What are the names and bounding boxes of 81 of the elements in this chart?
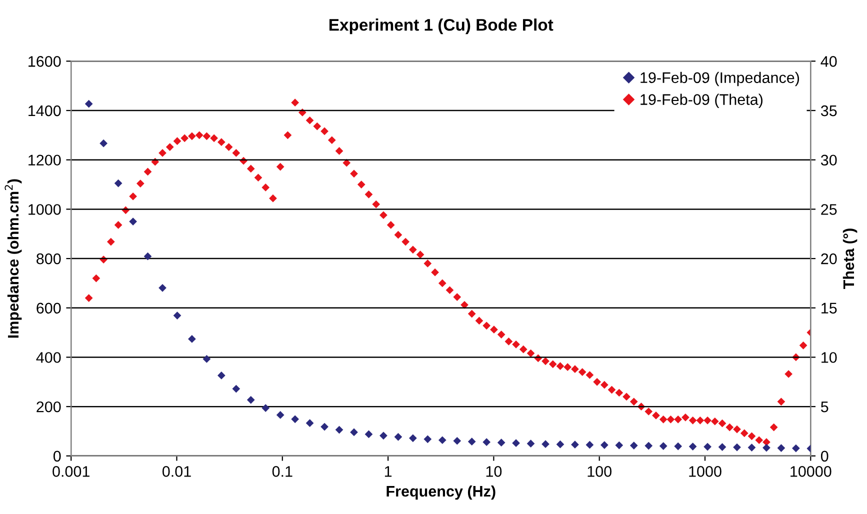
legend-label: 19-Feb-09 (Theta) (640, 94, 762, 108)
point (158, 284, 166, 292)
y-tick-label: 1600 (28, 56, 61, 67)
point (380, 432, 388, 440)
point (350, 428, 358, 436)
y2-tick-label: 20 (821, 253, 837, 264)
y-tick-label: 800 (36, 253, 61, 264)
point (453, 436, 462, 445)
point (526, 440, 535, 448)
point (733, 443, 741, 452)
point (674, 442, 682, 450)
chart-title: Experiment 1 (Cu) Bode Plot (329, 18, 554, 34)
y2-axis-title: Theta (°) (842, 228, 858, 290)
point (615, 441, 624, 450)
point (335, 426, 344, 434)
point (777, 444, 786, 452)
point (424, 435, 432, 444)
y-tick-label: 200 (36, 401, 61, 412)
point (688, 442, 697, 450)
point (542, 440, 550, 448)
point (394, 432, 402, 441)
x-tick-label: 0.01 (162, 466, 191, 477)
point (129, 218, 137, 226)
point (291, 415, 299, 424)
point (512, 439, 520, 448)
x-tick-label: 1000 (689, 466, 722, 477)
point (659, 442, 668, 450)
y-axis-title: Impedance (ohm.cm$^{2}$) (4, 179, 22, 338)
y2-tick-label: 25 (821, 204, 837, 215)
y-tick-label: 1400 (28, 105, 61, 116)
x-tick-label: 1 (384, 466, 392, 477)
point (482, 438, 491, 446)
x-tick-label: 0.1 (272, 466, 292, 477)
y-tick-label: 1000 (28, 204, 61, 215)
point (438, 436, 446, 444)
y2-tick-label: 35 (820, 105, 837, 116)
y2-tick-label: 40 (820, 56, 837, 67)
x-tick-label: 0.001 (52, 466, 90, 477)
point (173, 312, 182, 320)
point (246, 396, 255, 404)
y-tick-label: 0 (53, 450, 61, 462)
point (748, 444, 756, 452)
point (232, 384, 240, 393)
point (792, 444, 800, 452)
point (704, 442, 712, 451)
y2-tick-label: 5 (820, 402, 828, 412)
point (762, 444, 770, 452)
x-tick-label: 10000 (790, 466, 832, 477)
point (144, 252, 152, 260)
legend-label: 19-Feb-09 (Impedance) (640, 72, 800, 86)
y2-tick-label: 10 (822, 352, 837, 363)
y-tick-label: 400 (36, 352, 61, 363)
point (556, 440, 564, 448)
point (409, 434, 417, 442)
point (644, 442, 653, 450)
x-tick-label: 10 (486, 466, 502, 477)
point (188, 335, 196, 343)
x-tick-label: 100 (588, 466, 612, 477)
point (202, 355, 211, 363)
y2-tick-label: 0 (820, 450, 828, 462)
point (100, 139, 108, 148)
point (306, 419, 314, 428)
point (586, 440, 594, 449)
point (630, 442, 638, 450)
point (320, 422, 328, 431)
x-axis-title: Frequency (Hz) (386, 485, 496, 500)
point (571, 440, 579, 448)
point (600, 441, 608, 449)
point (217, 372, 226, 380)
y2-tick-label: 30 (820, 154, 837, 166)
y-tick-label: 1200 (28, 154, 61, 166)
point (276, 411, 284, 419)
point (114, 179, 122, 188)
point (364, 430, 373, 438)
y2-tick-label: 15 (822, 302, 837, 314)
point (84, 100, 93, 108)
point (497, 438, 506, 447)
y-tick-label: 600 (36, 302, 61, 314)
point (262, 404, 270, 412)
point (718, 443, 726, 451)
point (468, 438, 476, 446)
